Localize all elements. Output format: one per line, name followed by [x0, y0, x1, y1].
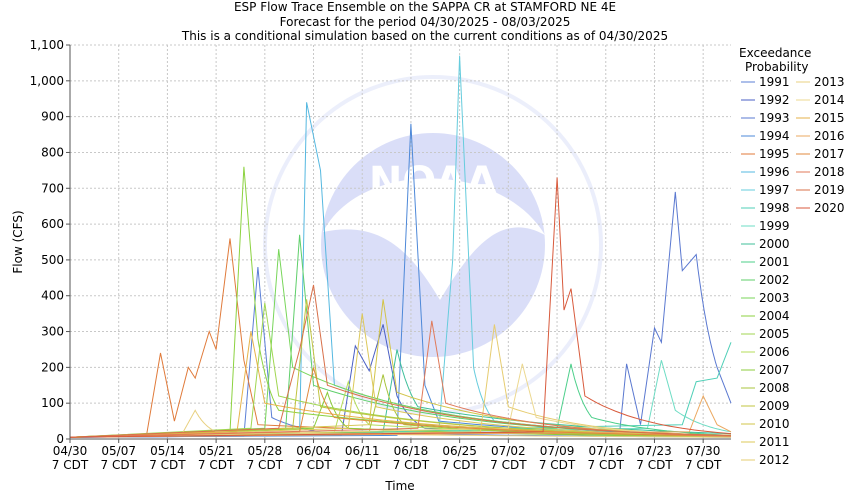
legend-label-1991: 1991 [759, 75, 790, 89]
x-tick-label: 06/25 7 CDT [441, 444, 478, 472]
legend-label-2005: 2005 [759, 327, 790, 341]
y-tick-label: 1,100 [30, 38, 64, 52]
legend-label-2012: 2012 [759, 453, 790, 467]
legend-label-2006: 2006 [759, 345, 790, 359]
y-tick-label: 100 [41, 396, 64, 410]
legend-label-2014: 2014 [814, 93, 845, 107]
legend-title-line-1: Exceedance [739, 46, 811, 60]
legend-label-2011: 2011 [759, 435, 790, 449]
x-tick-label: 06/18 7 CDT [393, 444, 430, 472]
series-line-2017 [69, 367, 732, 438]
legend-label-2009: 2009 [759, 399, 790, 413]
legend-label-1997: 1997 [759, 183, 790, 197]
y-tick-label: 500 [41, 253, 64, 267]
legend-label-1998: 1998 [759, 201, 790, 215]
y-axis-title: Flow (CFS) [11, 210, 25, 273]
y-tick-label: 0 [56, 432, 64, 446]
legend-label-2008: 2008 [759, 381, 790, 395]
y-tick-labels: 0 100 200 300 400 500 600 700 800 900 1,000 1,100 [30, 38, 70, 446]
x-tick-label: 05/21 7 CDT [198, 444, 235, 472]
legend-label-1993: 1993 [759, 111, 790, 125]
y-tick-label: 700 [41, 181, 64, 195]
x-tick-label: 06/11 7 CDT [344, 444, 381, 472]
legend-label-2019: 2019 [814, 183, 845, 197]
x-tick-label: 05/07 7 CDT [101, 444, 138, 472]
x-tick-label: 07/09 7 CDT [539, 444, 576, 472]
series-line-1999 [69, 360, 732, 438]
x-tick-label: 07/16 7 CDT [588, 444, 625, 472]
series-line-2000 [69, 349, 732, 438]
noaa-watermark-logo: NOAA [263, 75, 603, 415]
x-tick-label: 05/14 7 CDT [149, 444, 186, 472]
legend-label-1995: 1995 [759, 147, 790, 161]
legend-label-2020: 2020 [814, 201, 845, 215]
legend-label-2001: 2001 [759, 255, 790, 269]
legend-label-2017: 2017 [814, 147, 845, 161]
legend-label-1994: 1994 [759, 129, 790, 143]
legend-label-2000: 2000 [759, 237, 790, 251]
series-lines [69, 55, 732, 438]
y-tick-label: 900 [41, 110, 64, 124]
legend-label-2018: 2018 [814, 165, 845, 179]
x-axis-title: Time [384, 479, 414, 493]
y-tick-label: 400 [41, 289, 64, 303]
x-tick-label: 07/30 7 CDT [685, 444, 722, 472]
plot-area [70, 45, 731, 439]
legend-label-2004: 2004 [759, 309, 790, 323]
legend-label-1992: 1992 [759, 93, 790, 107]
legend-label-2007: 2007 [759, 363, 790, 377]
svg-text:NOAA: NOAA [369, 159, 497, 205]
chart-title-line-2: Forecast for the period 04/30/2025 - 08/… [280, 15, 571, 29]
legend-label-2002: 2002 [759, 273, 790, 287]
y-tick-label: 600 [41, 217, 64, 231]
series-line-2018 [69, 320, 732, 438]
y-tick-label: 200 [41, 360, 64, 374]
legend-label-1999: 1999 [759, 219, 790, 233]
x-tick-label: 04/30 7 CDT [52, 444, 89, 472]
legend-label-2003: 2003 [759, 291, 790, 305]
series-line-2020 [69, 177, 732, 438]
legend-label-2016: 2016 [814, 129, 845, 143]
legend-label-2010: 2010 [759, 417, 790, 431]
chart-title-line-3: This is a conditional simulation based o… [181, 29, 668, 43]
x-tick-labels: 04/30 7 CDT 05/07 7 CDT 05/14 7 CDT 05/21 7 CDT… [52, 439, 722, 472]
legend-label-2015: 2015 [814, 111, 845, 125]
x-tick-label: 07/23 7 CDT [636, 444, 673, 472]
series-line-2019 [69, 284, 732, 438]
series-line-2007 [69, 390, 732, 438]
x-tick-label: 07/02 7 CDT [490, 444, 527, 472]
y-tick-label: 800 [41, 145, 64, 159]
legend-title-line-2: Probability [745, 60, 808, 74]
series-line-2016 [69, 394, 732, 438]
legend-label-1996: 1996 [759, 165, 790, 179]
x-tick-label: 05/28 7 CDT [247, 444, 284, 472]
series-line-1993 [69, 191, 732, 438]
legend-label-2013: 2013 [814, 75, 845, 89]
y-tick-label: 300 [41, 325, 64, 339]
y-tick-label: 1,000 [30, 74, 64, 88]
chart-title-line-1: ESP Flow Trace Ensemble on the SAPPA CR … [234, 0, 616, 14]
x-tick-label: 06/04 7 CDT [295, 444, 332, 472]
legend: 1991 1992 1993 1994 1995 1996 1997 1998 1999 2000… [741, 75, 845, 467]
